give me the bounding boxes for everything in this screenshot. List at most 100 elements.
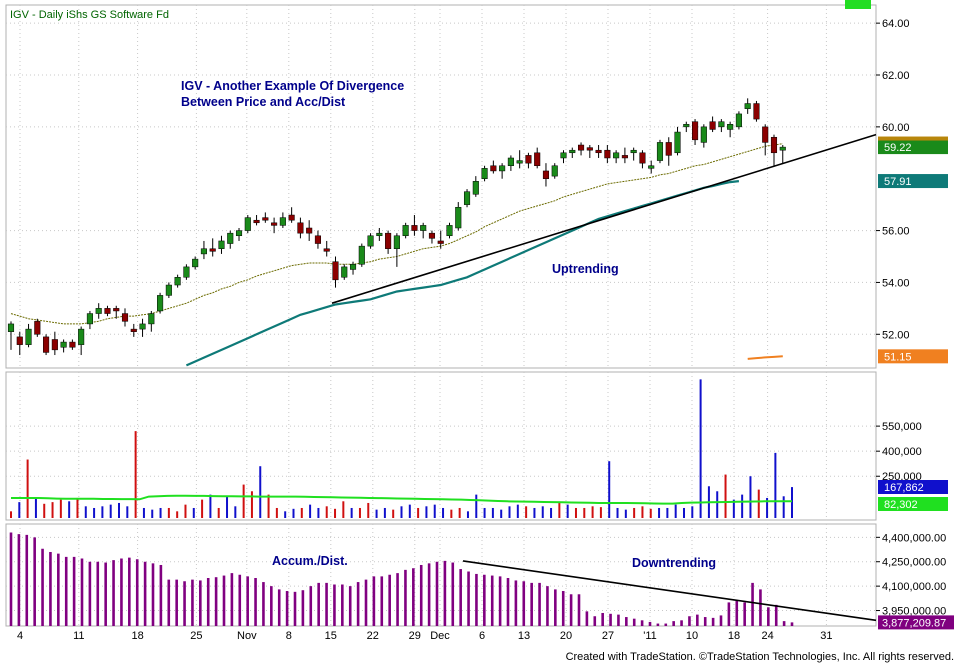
ad-tick-label: 4,400,000.00: [882, 532, 946, 544]
volume-badge: [878, 480, 948, 494]
x-tick-label: 29: [409, 630, 421, 642]
candle-body: [455, 206, 462, 229]
status-indicator: [845, 0, 871, 9]
candle-body: [420, 225, 427, 231]
candle-body: [323, 248, 330, 252]
candle-body: [735, 113, 742, 128]
candle-body: [516, 160, 523, 164]
candle-body: [288, 214, 295, 221]
volume-badge-label: 82,302: [884, 499, 918, 511]
candle-body: [507, 157, 514, 167]
candle-body: [192, 258, 199, 268]
candle-body: [472, 181, 479, 195]
candle-body: [446, 225, 453, 237]
candle-body: [271, 222, 278, 226]
price-badge-stripe: [878, 136, 948, 141]
candle-body: [16, 336, 23, 345]
candle-body: [376, 232, 383, 237]
downtrend-line: [462, 560, 877, 622]
y-tick-label: 60.00: [882, 122, 910, 134]
annotation-line-2: Between Price and Acc/Dist: [181, 95, 346, 109]
x-tick-label: 18: [131, 630, 143, 642]
candle-body: [104, 308, 111, 314]
candle-body: [525, 155, 532, 164]
x-tick-label: 31: [820, 630, 832, 642]
candle-body: [314, 235, 321, 244]
x-tick-label: 13: [518, 630, 530, 642]
candle-body: [393, 235, 400, 249]
candle-body: [700, 126, 707, 143]
candle-body: [235, 230, 243, 237]
slow-ma-line: [185, 180, 740, 367]
candle-body: [560, 152, 567, 159]
price-badge: [878, 349, 948, 364]
ad-title-label: Accum./Dist.: [272, 554, 348, 568]
x-tick-label: 22: [367, 630, 379, 642]
downtrending-label: Downtrending: [632, 556, 716, 570]
candle-body: [253, 219, 260, 224]
y-tick-label: 64.00: [882, 18, 910, 30]
candle-body: [656, 142, 664, 161]
x-tick-label: 27: [602, 630, 614, 642]
candle-body: [718, 121, 725, 128]
candle-body: [463, 191, 471, 205]
candle-body: [34, 321, 41, 335]
candle-body: [595, 149, 602, 154]
candle-body: [411, 225, 418, 231]
candle-body: [490, 165, 497, 172]
x-tick-label: 6: [479, 630, 485, 642]
x-tick-label: 25: [190, 630, 202, 642]
chart-title: IGV - Daily iShs GS Software Fd: [10, 9, 169, 21]
y-tick-label: 56.00: [882, 226, 910, 238]
price-badge: [878, 174, 948, 189]
candle-body: [7, 323, 15, 332]
y-tick-label: 52.00: [882, 329, 910, 341]
ad-tick-label: 3,950,000.00: [882, 606, 946, 618]
candle-body: [113, 308, 120, 312]
x-tick-label: 15: [325, 630, 337, 642]
x-tick-label: 18: [728, 630, 740, 642]
candle-body: [130, 328, 137, 332]
candle-body: [385, 232, 392, 249]
long-ma-line: [747, 355, 783, 360]
candle-body: [95, 308, 102, 314]
candle-body: [674, 131, 681, 154]
candle-body: [613, 152, 620, 159]
candle-body: [779, 146, 786, 151]
candle-body: [297, 222, 304, 234]
candle-body: [402, 225, 409, 237]
candle-body: [200, 248, 207, 255]
candle-body: [499, 165, 506, 172]
candle-body: [481, 168, 488, 179]
volume-tick-label: 400,000: [882, 446, 922, 458]
candle-body: [341, 266, 348, 278]
candle-body: [569, 149, 576, 154]
x-tick-label: 24: [761, 630, 773, 642]
candle-body: [542, 170, 550, 179]
candle-body: [578, 144, 585, 151]
candle-body: [648, 165, 655, 169]
candle-body: [183, 266, 190, 278]
candle-body: [69, 341, 76, 348]
candle-body: [753, 103, 760, 120]
y-tick-label: 54.00: [882, 277, 910, 289]
candle-body: [762, 126, 769, 143]
candle-body: [218, 240, 225, 249]
candle-body: [727, 124, 734, 130]
candle-body: [428, 232, 436, 239]
candle-body: [534, 152, 541, 167]
candle-body: [121, 313, 129, 322]
candle-body: [51, 339, 58, 351]
price-badge: [878, 140, 948, 155]
candle-body: [744, 103, 751, 109]
candle-body: [630, 149, 637, 154]
candle-body: [367, 235, 374, 247]
candle-body: [174, 277, 181, 286]
candle-body: [604, 149, 611, 159]
candle-body: [25, 328, 32, 345]
candle-body: [78, 328, 85, 345]
ad-badge: [878, 615, 954, 630]
price-badge-label: 57.91: [884, 176, 912, 188]
candle-body: [262, 217, 269, 221]
candle-body: [86, 313, 93, 325]
